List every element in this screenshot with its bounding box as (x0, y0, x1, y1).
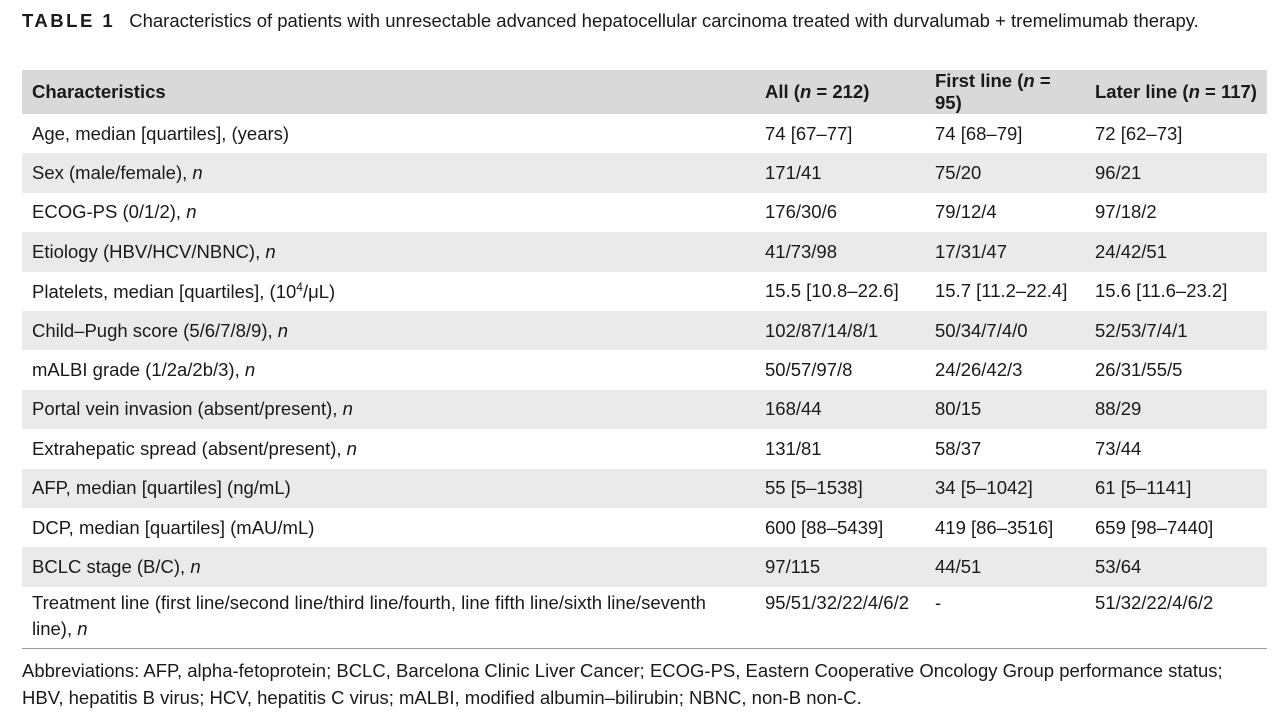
row-label: Child–Pugh score (5/6/7/8/9), n (22, 310, 755, 351)
italic-n: n (244, 359, 256, 381)
row-label: ECOG-PS (0/1/2), n (32, 201, 197, 223)
column-header: Later line (n = 117) (1085, 70, 1267, 114)
table-cell: 72 [62–73] (1095, 122, 1183, 144)
table-cell: 419 [86–3516] (935, 516, 1054, 538)
column-header: First line (n = 95) (925, 70, 1085, 114)
table-footnote: Abbreviations: AFP, alpha-fetoprotein; B… (22, 660, 1223, 708)
row-label: Extrahepatic spread (absent/present), n (32, 437, 357, 459)
row-label: AFP, median [quartiles] (ng/mL) (22, 468, 755, 508)
italic-n: n (1188, 81, 1200, 102)
italic-n: n (186, 201, 197, 223)
table-cell: 659 [98–7440] (1095, 516, 1214, 538)
table-row: AFP, median [quartiles] (ng/mL) 55 [5–153… (22, 468, 1267, 508)
table-title: Characteristics of patients with unresec… (129, 10, 1199, 31)
table-row: BCLC stage (B/C), n 97/115 44/51 53/64 (22, 547, 1267, 587)
table-cell: 58/37 (935, 437, 982, 459)
table-cell: 15.5 [10.8–22.6] (765, 280, 899, 302)
table-cell: 79/12/4 (935, 201, 997, 223)
table-number: TABLE 1 (22, 10, 116, 31)
table-cell: 74 [67–77] (765, 122, 853, 144)
table-row: mALBI grade (1/2a/2b/3), n 50/57/97/8 24/2… (22, 350, 1267, 389)
row-label: DCP, median [quartiles] (mAU/mL) (32, 516, 315, 538)
row-label: Etiology (HBV/HCV/NBNC), n (22, 232, 755, 272)
table-cell: 34 [5–1042] (925, 468, 1085, 508)
table-row: Sex (male/female), n 171/41 75/20 96/21 (22, 153, 1267, 193)
table-row: DCP, median [quartiles] (mAU/mL) 600 [88–… (22, 508, 1267, 547)
row-label: Age, median [quartiles], (years) (32, 122, 290, 144)
table-cell: 51/32/22/4/6/2 (1095, 591, 1214, 613)
table-body: Age, median [quartiles], (years) 74 [67–7… (22, 114, 1267, 647)
table-bottom-rule (22, 648, 1267, 649)
table-cell: 17/31/47 (925, 232, 1085, 272)
table-cell: 73/44 (1095, 437, 1142, 459)
row-label: Sex (male/female), n (22, 153, 755, 193)
table-row: Platelets, median [quartiles], (104/μL) 1… (22, 272, 1267, 311)
italic-n: n (277, 319, 289, 341)
table-cell: 53/64 (1085, 547, 1267, 587)
table-cell: 74 [68–79] (935, 122, 1023, 144)
italic-n: n (192, 162, 203, 184)
table-cell: 50/57/97/8 (765, 359, 853, 381)
italic-n: n (1023, 70, 1035, 91)
table-row: ECOG-PS (0/1/2), n 176/30/6 79/12/4 97/18/2 (22, 193, 1267, 232)
table-cell: 80/15 (925, 389, 1085, 430)
table-caption: TABLE 1 Characteristics of patients with … (22, 8, 1262, 34)
italic-n: n (799, 81, 812, 102)
table-cell: 50/34/7/4/0 (925, 310, 1085, 351)
table-cell: 15.6 [11.6–23.2] (1095, 280, 1228, 302)
table-row: Etiology (HBV/HCV/NBNC), n 41/73/98 17/31/… (22, 232, 1267, 272)
italic-n: n (342, 398, 353, 420)
table-row: Treatment line (first line/second line/t… (22, 587, 1267, 647)
table-cell: 52/53/7/4/1 (1085, 310, 1267, 351)
table-cell: 41/73/98 (755, 232, 925, 272)
table-cell: 171/41 (755, 153, 925, 193)
table-cell: 96/21 (1085, 153, 1267, 193)
table-cell: 95/51/32/22/4/6/2 (765, 591, 910, 613)
row-label: Treatment line (first line/second line/t… (32, 591, 706, 639)
table-cell: 61 [5–1141] (1085, 468, 1267, 508)
row-label: mALBI grade (1/2a/2b/3), n (32, 359, 256, 381)
table-cell: 102/87/14/8/1 (755, 310, 925, 351)
column-header: Characteristics (22, 70, 755, 114)
table-cell: 168/44 (755, 389, 925, 430)
header-row: Characteristics All (n = 212) First line (… (22, 70, 1267, 114)
column-header: All (n = 212) (755, 70, 925, 114)
table-cell: 97/115 (755, 547, 925, 587)
row-label: BCLC stage (B/C), n (22, 547, 755, 587)
table-cell: 176/30/6 (765, 201, 838, 223)
table-row: Extrahepatic spread (absent/present), n 1… (22, 429, 1267, 468)
table-cell: 15.7 [11.2–22.4] (935, 280, 1068, 302)
italic-n: n (346, 437, 357, 459)
table-row: Child–Pugh score (5/6/7/8/9), n 102/87/14… (22, 310, 1267, 351)
table-cell: 131/81 (765, 437, 822, 459)
table-cell: 55 [5–1538] (755, 468, 925, 508)
table-cell: 24/26/42/3 (935, 359, 1023, 381)
table-row: Portal vein invasion (absent/present), n… (22, 389, 1267, 430)
table-cell: - (935, 591, 942, 613)
italic-n: n (190, 555, 201, 577)
table-cell: 97/18/2 (1095, 201, 1157, 223)
row-label: Portal vein invasion (absent/present), n (22, 389, 755, 430)
table-cell: 600 [88–5439] (765, 516, 884, 538)
table-cell: 26/31/55/5 (1095, 359, 1183, 381)
table-cell: 24/42/51 (1085, 232, 1267, 272)
table-cell: 88/29 (1085, 389, 1267, 430)
superscript: 4 (296, 279, 303, 294)
table-cell: 75/20 (925, 153, 1085, 193)
row-label: Platelets, median [quartiles], (104/μL) (32, 279, 336, 302)
table-cell: 44/51 (925, 547, 1085, 587)
italic-n: n (77, 617, 88, 639)
table-row: Age, median [quartiles], (years) 74 [67–7… (22, 114, 1267, 153)
italic-n: n (265, 240, 276, 262)
characteristics-table: Characteristics All (n = 212) First line (… (22, 70, 1267, 647)
